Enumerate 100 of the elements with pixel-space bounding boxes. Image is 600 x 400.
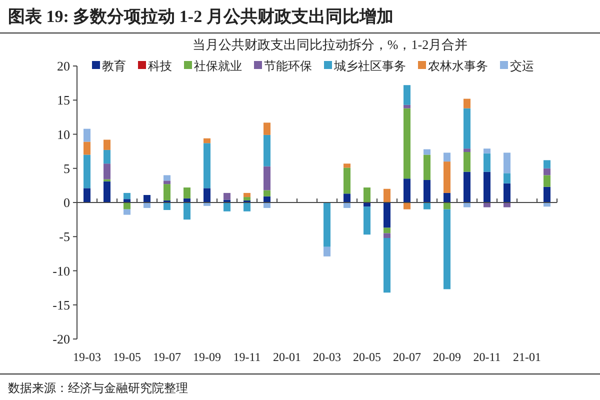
bar bbox=[424, 202, 430, 210]
bar bbox=[384, 233, 390, 238]
bar bbox=[164, 180, 170, 184]
bar bbox=[124, 192, 130, 200]
x-tick-label: 19-03 bbox=[73, 350, 101, 364]
bar bbox=[484, 202, 490, 208]
bar bbox=[544, 175, 550, 187]
y-tick-label: 10 bbox=[57, 126, 70, 142]
bar bbox=[544, 168, 550, 176]
legend-label: 交运 bbox=[510, 59, 534, 73]
bar bbox=[404, 202, 410, 210]
chart-title: 图表 19: 多数分项拉动 1-2 月公共财政支出同比增加 bbox=[8, 7, 394, 26]
bar bbox=[364, 206, 370, 235]
y-tick-label: 15 bbox=[57, 92, 70, 108]
bar bbox=[84, 188, 90, 202]
bar bbox=[104, 181, 110, 202]
bar bbox=[464, 108, 470, 149]
y-tick-label: -15 bbox=[52, 297, 70, 312]
bar bbox=[104, 164, 110, 180]
bar bbox=[464, 98, 470, 108]
bar bbox=[404, 104, 410, 108]
x-tick-label: 20-05 bbox=[353, 350, 381, 364]
y-tick-label: 0 bbox=[64, 195, 70, 210]
bar bbox=[244, 197, 250, 200]
bar bbox=[444, 209, 450, 290]
x-tick-label: 19-05 bbox=[113, 350, 141, 364]
chart-subtitle: 当月公共财政支出同比拉动拆分，%，1-2月合并 bbox=[192, 37, 468, 52]
bar bbox=[144, 194, 150, 202]
x-tick-label: 20-09 bbox=[433, 350, 461, 364]
bar bbox=[444, 162, 450, 193]
bar bbox=[464, 172, 470, 202]
bar bbox=[84, 142, 90, 155]
bar bbox=[244, 192, 250, 198]
bar bbox=[324, 246, 330, 256]
bar bbox=[464, 148, 470, 152]
bar bbox=[504, 202, 510, 208]
bar bbox=[324, 202, 330, 247]
bar bbox=[264, 190, 270, 196]
bar bbox=[84, 154, 90, 188]
x-tick-label: 20-03 bbox=[313, 350, 341, 364]
x-tick-label: 20-11 bbox=[473, 350, 501, 364]
bar bbox=[244, 202, 250, 212]
bar bbox=[404, 85, 410, 105]
bar bbox=[424, 149, 430, 155]
bar bbox=[264, 202, 270, 208]
x-tick-label: 20-07 bbox=[393, 350, 421, 364]
bar bbox=[204, 188, 210, 202]
y-tick-label: -20 bbox=[52, 332, 70, 346]
bar bbox=[224, 192, 230, 200]
bar bbox=[384, 238, 390, 293]
bar bbox=[104, 140, 110, 150]
bar bbox=[264, 166, 270, 190]
bar bbox=[124, 209, 130, 215]
bar bbox=[504, 183, 510, 202]
bar bbox=[164, 202, 170, 210]
bar bbox=[164, 175, 170, 181]
bar bbox=[344, 164, 350, 168]
y-tick-label: -10 bbox=[52, 263, 70, 278]
bar bbox=[204, 143, 210, 188]
bar bbox=[504, 173, 510, 184]
bar bbox=[424, 154, 430, 180]
bar bbox=[544, 186, 550, 202]
bar bbox=[164, 184, 170, 200]
bar bbox=[144, 202, 150, 208]
x-tick-label: 19-07 bbox=[153, 350, 181, 364]
x-tick-label: 20-01 bbox=[273, 350, 301, 364]
legend-label: 节能环保 bbox=[264, 59, 312, 73]
bar bbox=[184, 202, 190, 220]
bar bbox=[344, 194, 350, 202]
bar bbox=[424, 180, 430, 202]
bar bbox=[384, 202, 390, 228]
bar bbox=[504, 152, 510, 174]
bar bbox=[344, 202, 350, 208]
bar bbox=[544, 160, 550, 168]
bar bbox=[444, 152, 450, 162]
bar bbox=[264, 134, 270, 166]
y-tick-label: -5 bbox=[59, 229, 70, 244]
bar bbox=[444, 192, 450, 202]
bar bbox=[124, 202, 130, 210]
bar bbox=[204, 138, 210, 144]
x-tick-label: 21-01 bbox=[513, 350, 541, 364]
y-tick-label: 20 bbox=[57, 58, 70, 74]
bar bbox=[464, 202, 470, 208]
bar bbox=[384, 228, 390, 234]
legend-label: 教育 bbox=[102, 59, 126, 73]
y-tick-label: 5 bbox=[64, 160, 70, 176]
bar bbox=[484, 153, 490, 172]
bar bbox=[104, 150, 110, 164]
bar bbox=[264, 196, 270, 202]
bar bbox=[264, 122, 270, 135]
bar bbox=[484, 172, 490, 202]
legend-label: 科技 bbox=[148, 59, 172, 73]
bar bbox=[84, 128, 90, 142]
legend-label: 社保就业 bbox=[194, 59, 242, 73]
bar bbox=[404, 108, 410, 179]
legend-label: 农林水事务 bbox=[428, 59, 488, 73]
bar bbox=[464, 152, 470, 172]
bar bbox=[384, 188, 390, 202]
bar bbox=[364, 187, 370, 202]
bar bbox=[484, 148, 490, 154]
